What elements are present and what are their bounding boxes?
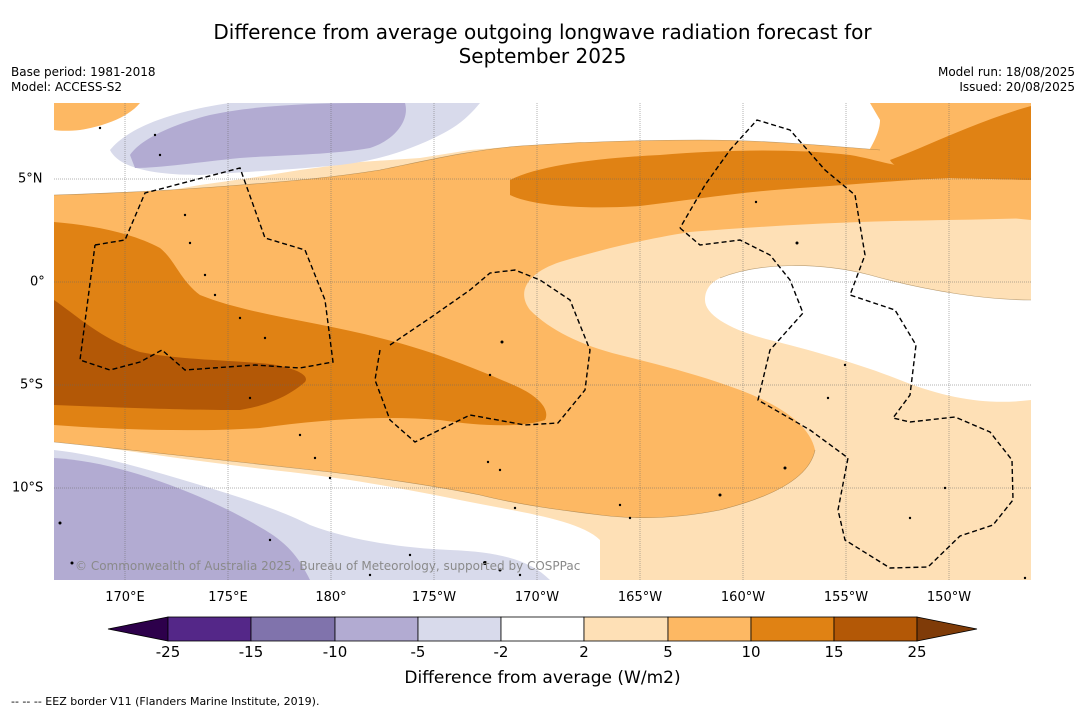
colorbar-tick: -5 (410, 643, 426, 661)
lon-label-165w: 165°W (617, 590, 663, 605)
lon-label-175w: 175°W (411, 590, 457, 605)
colorbar-extend-low (107, 616, 169, 642)
colorbar-extend-high (916, 616, 978, 642)
lon-label-155w: 155°W (823, 590, 869, 605)
white-region-east (705, 265, 1031, 402)
colorbar-bin-9 (833, 616, 918, 642)
colorbar-tick: 25 (907, 643, 927, 661)
base-period: Base period: 1981-2018 (11, 65, 156, 79)
model-name: Model: ACCESS-S2 (11, 80, 123, 94)
map-title: Difference from average outgoing longwav… (0, 20, 1085, 68)
colorbar-tick: 2 (579, 643, 589, 661)
colorbar-tick: 10 (741, 643, 761, 661)
contour-lines (54, 139, 1031, 519)
map-field (54, 103, 1031, 580)
lon-label-160w: 160°W (720, 590, 766, 605)
lat-label-10s: 10°S (12, 480, 44, 496)
map-title-line1: Difference from average outgoing longwav… (213, 20, 872, 44)
issued-date: Issued: 20/08/2025 (959, 80, 1075, 94)
colorbar-title: Difference from average (W/m2) (404, 668, 681, 688)
colorbar-bin-6 (583, 616, 669, 642)
colorbar-bin-4 (417, 616, 502, 642)
colorbar-bin-2 (250, 616, 336, 642)
meta-left: Base period: 1981-2018 Model: ACCESS-S2 (11, 65, 156, 95)
colorbar-tick: -15 (238, 643, 264, 661)
map-title-line2: September 2025 (458, 44, 627, 68)
colorbar-tick: 5 (663, 643, 673, 661)
orange-15-25-west (54, 300, 306, 410)
colorbar-bin-7 (667, 616, 752, 642)
colorbar-tick: 15 (824, 643, 844, 661)
meta-right: Model run: 18/08/2025 Issued: 20/08/2025 (938, 65, 1075, 95)
orange-10-15-north-east (890, 106, 1031, 180)
colorbar-bin-3 (334, 616, 419, 642)
island-coastlines (58, 126, 1027, 580)
purple-region-north-mid (130, 103, 406, 168)
colorbar-bin-1 (167, 616, 252, 642)
colorbar-tick: -10 (322, 643, 348, 661)
lon-label-170e: 170°E (105, 590, 145, 605)
lon-label-150w: 150°W (926, 590, 972, 605)
colorbar-tick: -2 (493, 643, 509, 661)
purple-region-south-mid (54, 458, 310, 580)
colorbar (107, 616, 978, 642)
lat-label-5s: 5°S (20, 377, 44, 393)
colorbar-bin-5 (500, 616, 585, 642)
lon-label-180: 180° (315, 590, 347, 605)
model-run: Model run: 18/08/2025 (937, 65, 1075, 79)
lat-label-5n: 5°N (18, 171, 43, 187)
eez-footnote: -- -- -- EEZ border V11 (Flanders Marine… (11, 695, 320, 708)
graticule (54, 103, 1031, 580)
colorbar-tick: -25 (155, 643, 181, 661)
eez-borders (79, 119, 1014, 569)
lon-label-175e: 175°E (208, 590, 248, 605)
orange-5-10-central (54, 195, 1031, 518)
orange-10-15-north-band (510, 140, 1031, 208)
lon-label-170w: 170°W (514, 590, 560, 605)
copyright-notice: © Commonwealth of Australia 2025, Bureau… (75, 559, 581, 573)
colorbar-bin-8 (750, 616, 835, 642)
orange-5-10-north-band (54, 103, 140, 131)
lat-label-0: 0° (30, 274, 45, 290)
